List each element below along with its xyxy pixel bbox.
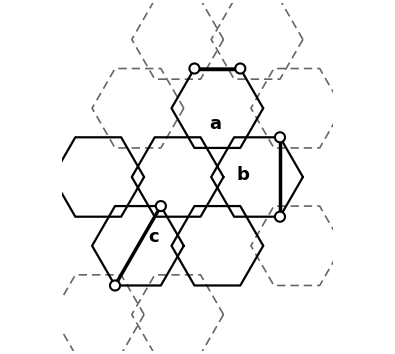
Circle shape [110,280,120,291]
Circle shape [235,63,245,74]
Text: c: c [149,228,159,246]
Circle shape [156,201,166,211]
Circle shape [189,63,199,74]
Text: a: a [209,115,221,133]
Circle shape [275,132,285,142]
Circle shape [275,212,285,222]
Text: b: b [237,166,250,184]
